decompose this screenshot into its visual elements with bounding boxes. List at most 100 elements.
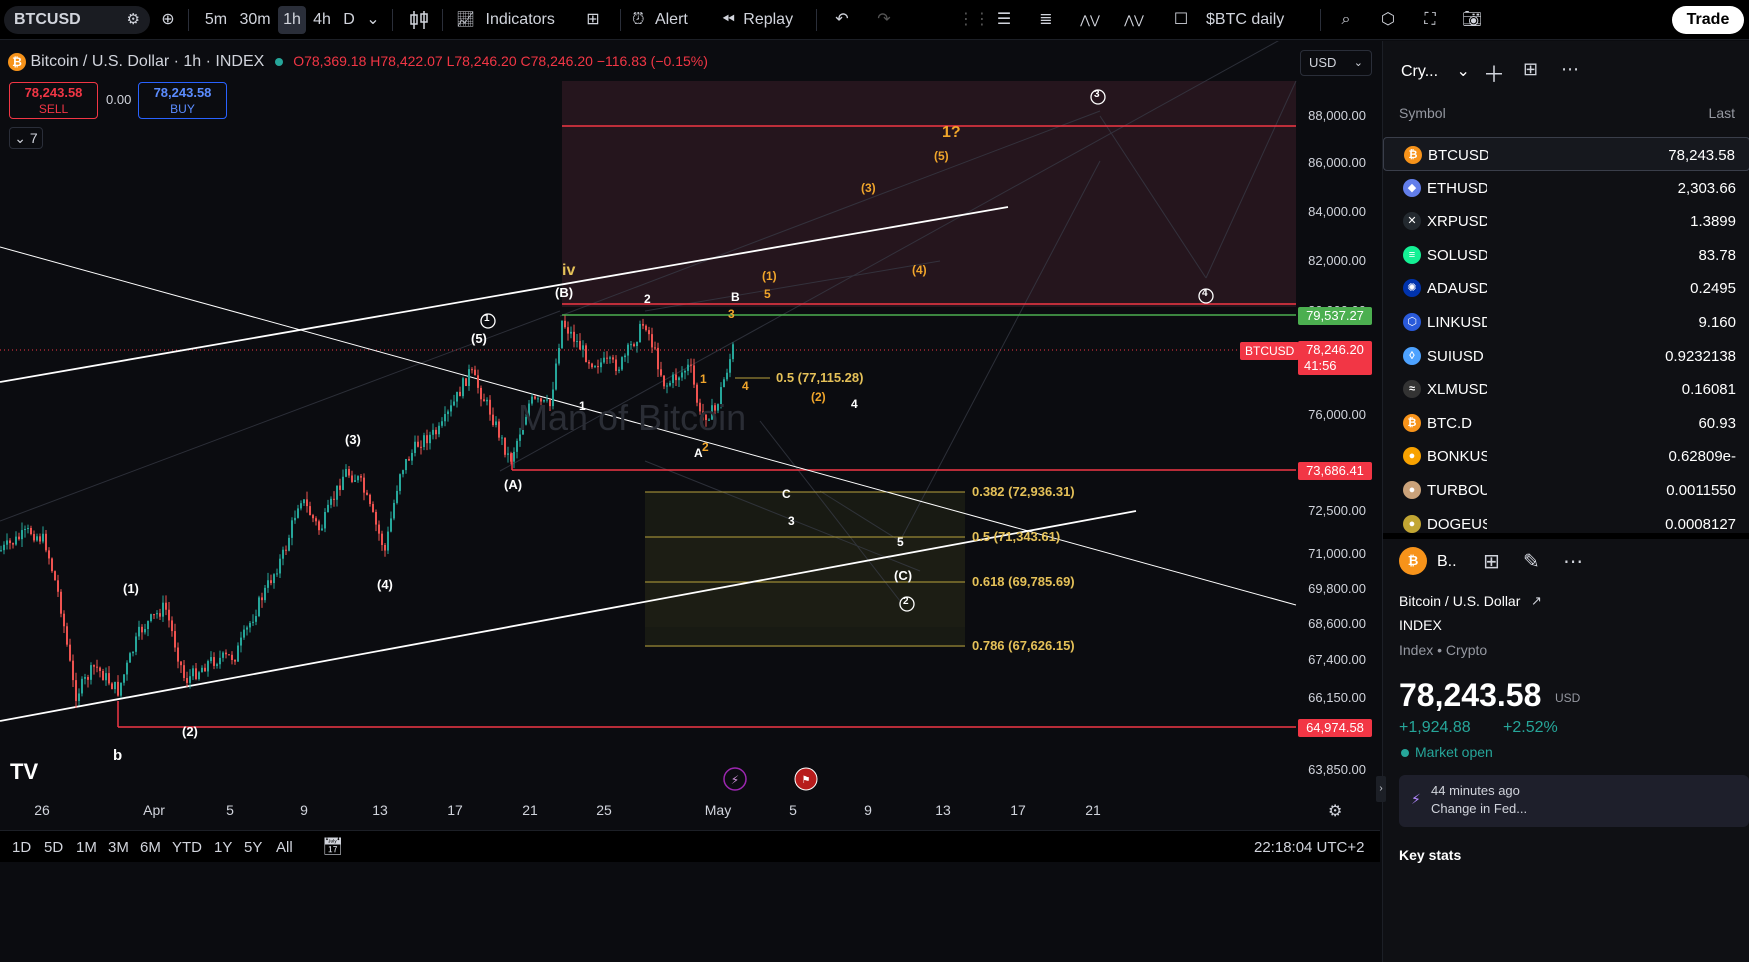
price-tick: 71,000.00: [1308, 546, 1366, 561]
price-tick: 66,150.00: [1308, 690, 1366, 705]
interval-d[interactable]: D: [343, 11, 355, 28]
candle-body: [561, 320, 563, 348]
panel-collapse-handle[interactable]: ›: [1376, 776, 1386, 802]
watermark: Man of Bitcoin: [518, 397, 747, 438]
detail-grid-icon[interactable]: ⊞: [1483, 551, 1500, 573]
detail-full-name[interactable]: Bitcoin / U.S. Dollar: [1399, 593, 1521, 609]
candlestick-icon[interactable]: [404, 6, 434, 34]
candle-body: [723, 379, 725, 388]
candle-body: [432, 429, 434, 435]
detail-short-name[interactable]: B..: [1437, 553, 1457, 570]
range-5y[interactable]: 5Y: [244, 839, 263, 856]
replay-button[interactable]: ⏪︎ Replay: [722, 6, 806, 34]
clock[interactable]: 22:18:04 UTC+2: [1254, 839, 1365, 856]
range-5d[interactable]: 5D: [44, 839, 64, 856]
alert-button[interactable]: ⏰︎ Alert: [632, 6, 708, 34]
col-symbol[interactable]: Symbol: [1399, 105, 1446, 121]
price-tick: 86,000.00: [1308, 155, 1366, 170]
watchlist-title[interactable]: Cry... ⌄: [1401, 61, 1470, 81]
candle-body: [57, 580, 59, 592]
range-1d[interactable]: 1D: [12, 839, 32, 856]
tradingview-logo[interactable]: TV: [10, 759, 39, 784]
candle-body: [231, 654, 233, 660]
interval-5m[interactable]: 5m: [204, 11, 228, 28]
fib-tool-icon[interactable]: ☰: [996, 11, 1012, 28]
watchlist-row-xlmusd[interactable]: ≈ XLMUSD 0.16081: [1383, 372, 1749, 406]
candle-body: [216, 664, 218, 666]
watchlist-symbol: SUIUSD: [1427, 347, 1484, 365]
indicators-button[interactable]: 📈︎ Indicators: [456, 6, 566, 34]
axis-settings-icon[interactable]: ⚙: [1328, 803, 1343, 820]
currency-select[interactable]: USD ⌄: [1300, 50, 1372, 76]
candle-body: [657, 347, 659, 370]
watchlist-row-linkusd[interactable]: ⬡ LINKUSD 9.160: [1383, 305, 1749, 339]
sell-button[interactable]: 78,243.58 SELL: [9, 82, 98, 119]
symbol-settings-icon[interactable]: ⚙: [126, 11, 140, 28]
col-last[interactable]: Last: [1708, 105, 1735, 121]
fib-05: 0.5 (71,343.61): [972, 529, 1061, 544]
red-low-tag: 64,974.58: [1298, 719, 1372, 737]
watchlist-row-btcusd[interactable]: ₿ BTCUSD 78,243.58: [1383, 137, 1749, 171]
watchlist-row-adausd[interactable]: ✺ ADAUSD 0.2495: [1383, 271, 1749, 305]
more-icon[interactable]: ⋯: [1561, 59, 1579, 79]
orange-2p: (2): [811, 390, 826, 404]
news-card[interactable]: ⚡ 44 minutes ago Change in Fed...: [1399, 775, 1749, 827]
undo-icon[interactable]: ↶: [835, 11, 849, 28]
linkusd-logo-icon: ⬡: [1403, 313, 1421, 331]
camera-icon[interactable]: 📷︎: [1461, 11, 1483, 28]
symbol-search-button[interactable]: BTCUSD ⚙: [4, 6, 150, 34]
wave-A: A: [694, 446, 703, 460]
watchlist-row-dogeusd[interactable]: ● DOGEUSD 0.0008127: [1383, 507, 1749, 541]
watchlist-row-xrpusd[interactable]: ✕ XRPUSD 1.3899: [1383, 204, 1749, 238]
candle-body: [48, 550, 50, 559]
layout-name-button[interactable]: $BTC daily ⌄: [1200, 6, 1314, 56]
range-all[interactable]: All: [276, 839, 293, 856]
detail-edit-icon[interactable]: ✎: [1523, 551, 1540, 573]
range-ytd[interactable]: YTD: [172, 839, 202, 856]
buy-price: 78,243.58: [153, 85, 212, 100]
elliott-abc-icon[interactable]: ⋀⋁: [1124, 13, 1144, 27]
interval-1h[interactable]: 1h: [278, 6, 306, 34]
fib-lines: [645, 377, 965, 647]
trend-tool-icon[interactable]: ≣: [1039, 11, 1053, 28]
range-1m[interactable]: 1M: [76, 839, 97, 856]
fullscreen-icon[interactable]: ⛶: [1424, 11, 1436, 28]
range-3m[interactable]: 3M: [108, 839, 129, 856]
candle-body: [645, 325, 647, 331]
watchlist-row-bonkusd[interactable]: ● BONKUSD 0.62809e-: [1383, 439, 1749, 473]
watchlist-row-turbousd[interactable]: ● TURBOUSD 0.0011550: [1383, 473, 1749, 507]
price-tick: 69,800.00: [1308, 581, 1366, 596]
watchlist-row-solusd[interactable]: ≡ SOLUSD 83.78: [1383, 238, 1749, 272]
quick-search-icon[interactable]: ⌕: [1341, 11, 1351, 28]
buy-button[interactable]: 78,243.58 BUY: [138, 82, 227, 119]
add-symbol-icon[interactable]: ＋: [1483, 62, 1506, 87]
watchlist-row-ethusd[interactable]: ◆ ETHUSD 2,303.66: [1383, 171, 1749, 205]
indicators-collapse-button[interactable]: ⌄ 7: [9, 127, 43, 149]
date-range-calendar-icon[interactable]: 📅︎: [322, 837, 344, 856]
watchlist-row-suiusd[interactable]: ◊ SUIUSD 0.9232138: [1383, 339, 1749, 373]
chart-layout-square-icon[interactable]: ☐: [1173, 11, 1189, 28]
layouts-grid-icon[interactable]: ⊞: [586, 11, 600, 28]
rewind-icon: ⏪︎: [722, 11, 735, 28]
compare-add-icon[interactable]: ⊕: [161, 11, 175, 28]
settings-gear-icon[interactable]: ⬡: [1381, 11, 1395, 28]
redo-icon[interactable]: ↷: [877, 11, 891, 28]
candle-body: [729, 359, 731, 373]
range-6m[interactable]: 6M: [140, 839, 161, 856]
external-link-icon[interactable]: ↗: [1531, 593, 1542, 608]
interval-30m[interactable]: 30m: [239, 11, 271, 28]
price-tick: 72,500.00: [1308, 503, 1366, 518]
interval-dropdown-icon[interactable]: ⌄: [366, 11, 380, 28]
chart-pane[interactable]: ⚡ ⚑ ₿ Bitcoin / U.S. Dollar · 1h · INDEX…: [0, 41, 1380, 917]
advanced-view-icon[interactable]: ⊞: [1523, 59, 1539, 79]
watchlist-row-btc.d[interactable]: ₿ BTC.D 60.93: [1383, 406, 1749, 440]
elliott-impulse-icon[interactable]: ⋀⋁: [1080, 13, 1100, 27]
legend-title[interactable]: Bitcoin / U.S. Dollar · 1h · INDEX: [30, 53, 265, 70]
candle-body: [720, 387, 722, 405]
detail-more-icon[interactable]: ⋯: [1563, 551, 1583, 573]
chart-canvas[interactable]: ⚡ ⚑: [0, 41, 1380, 917]
drag-handle-icon[interactable]: ⋮⋮: [958, 11, 990, 28]
interval-4h[interactable]: 4h: [313, 11, 331, 28]
trade-button[interactable]: Trade: [1672, 6, 1744, 34]
range-1y[interactable]: 1Y: [214, 839, 233, 856]
